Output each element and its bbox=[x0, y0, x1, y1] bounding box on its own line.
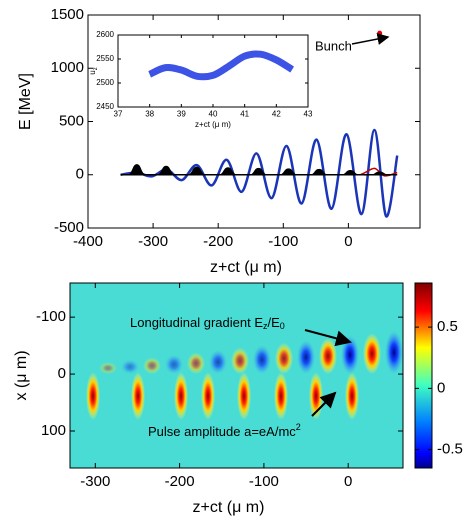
annotation-text: /E bbox=[268, 315, 281, 330]
annotation-sub: z bbox=[263, 321, 268, 331]
colorbar-tick-label: 0 bbox=[437, 379, 445, 396]
y-tick-label: 1000 bbox=[51, 59, 84, 76]
field-lobe bbox=[231, 347, 249, 375]
bunch bbox=[309, 168, 330, 175]
colorbar-tick-label: 0.5 bbox=[437, 318, 458, 335]
pulse-lobe bbox=[86, 372, 100, 421]
arrow bbox=[311, 391, 337, 417]
x-tick-label: -400 bbox=[73, 233, 103, 250]
field-lobe bbox=[385, 330, 403, 375]
x-tick-label: -300 bbox=[138, 233, 168, 250]
annotation-text: Pulse amplitude a=eA/mc bbox=[148, 424, 296, 439]
heatmap-background bbox=[70, 283, 403, 468]
y-tick-label: -500 bbox=[54, 219, 84, 236]
x-tick-label: 43 bbox=[304, 110, 313, 119]
arrow bbox=[351, 33, 390, 45]
y-tick-label: 500 bbox=[59, 112, 84, 129]
arrow bbox=[304, 329, 352, 347]
x-axis-label: z+ct (μ m) bbox=[195, 120, 231, 129]
field-lobe bbox=[297, 340, 315, 375]
bunch bbox=[186, 166, 207, 175]
x-tick-label: -100 bbox=[249, 473, 279, 490]
axes-frame bbox=[69, 282, 404, 469]
annotation: Bunch bbox=[315, 38, 352, 53]
annotation: Pulse amplitude a=eA/mc2 bbox=[148, 422, 301, 439]
bunch bbox=[278, 168, 299, 175]
x-tick-label: 38 bbox=[145, 110, 154, 119]
annotation: Longitudinal gradient Ez/E0 bbox=[130, 315, 285, 331]
x-tick-label: 37 bbox=[114, 110, 123, 119]
field-lobe bbox=[165, 354, 183, 375]
pulse-lobe bbox=[131, 372, 145, 421]
y-axis-label-sub: z bbox=[93, 67, 99, 70]
bunch bbox=[248, 167, 269, 175]
x-axis-label: z+ct (μ m) bbox=[210, 259, 282, 276]
pulse-lobe bbox=[237, 372, 251, 421]
x-tick-label: 0 bbox=[344, 233, 352, 250]
field-lobe bbox=[143, 357, 161, 375]
colorbar bbox=[414, 282, 433, 469]
bunch bbox=[369, 171, 390, 175]
bunch bbox=[126, 164, 147, 175]
y-tick-label: 2550 bbox=[96, 54, 114, 63]
y-tick-label: -100 bbox=[36, 308, 66, 325]
field-lobe bbox=[253, 345, 271, 375]
annotation-text: Longitudinal gradient E bbox=[130, 315, 263, 330]
y-tick-label: 2450 bbox=[96, 102, 114, 111]
x-tick-label: -300 bbox=[80, 473, 110, 490]
x-tick-label: 41 bbox=[240, 110, 249, 119]
field-lobe bbox=[363, 333, 381, 375]
bunch-point bbox=[377, 30, 383, 36]
x-tick-label: -200 bbox=[203, 233, 233, 250]
x-tick-label: 39 bbox=[177, 110, 186, 119]
y-axis-label: E [MeV] bbox=[17, 73, 34, 130]
pulse-lobe bbox=[345, 372, 359, 421]
field-lobe bbox=[209, 350, 227, 375]
pulse-lobe bbox=[201, 372, 215, 421]
annotation-sup: 2 bbox=[296, 422, 301, 432]
pulse-lobe bbox=[174, 372, 188, 421]
y-tick-label: 2500 bbox=[96, 78, 114, 87]
field-lobe bbox=[187, 352, 205, 375]
x-tick-label: 42 bbox=[272, 110, 281, 119]
annotation-sub: 0 bbox=[280, 321, 285, 331]
x-tick-label: 40 bbox=[209, 110, 218, 119]
y-tick-label: 100 bbox=[41, 422, 66, 439]
field-lobe bbox=[121, 359, 139, 375]
field-lobe bbox=[99, 362, 117, 375]
y-axis-label: x (μ m) bbox=[13, 350, 30, 400]
x-axis-label: z+ct (μ m) bbox=[193, 499, 265, 516]
x-tick-label: -200 bbox=[165, 473, 195, 490]
y-tick-label: 2600 bbox=[96, 30, 114, 39]
colorbar-tick-label: -0.5 bbox=[437, 441, 463, 458]
y-tick-label: 0 bbox=[76, 166, 84, 183]
inset-fill bbox=[118, 35, 308, 107]
pulse-lobe bbox=[274, 372, 288, 421]
y-tick-label: 0 bbox=[58, 365, 66, 382]
y-axis-label-text: u bbox=[88, 70, 97, 74]
bunch bbox=[340, 169, 361, 175]
x-tick-label: -100 bbox=[268, 233, 298, 250]
x-tick-label: 0 bbox=[344, 473, 352, 490]
line-series bbox=[148, 50, 295, 81]
field-lobe bbox=[275, 342, 293, 375]
y-axis-label: uz bbox=[88, 67, 98, 74]
bunch bbox=[217, 167, 238, 175]
field-lobe bbox=[319, 338, 337, 375]
plot-area bbox=[120, 30, 399, 218]
plot-area bbox=[148, 50, 295, 81]
y-tick-label: 1500 bbox=[51, 6, 84, 23]
bunch bbox=[156, 165, 177, 175]
